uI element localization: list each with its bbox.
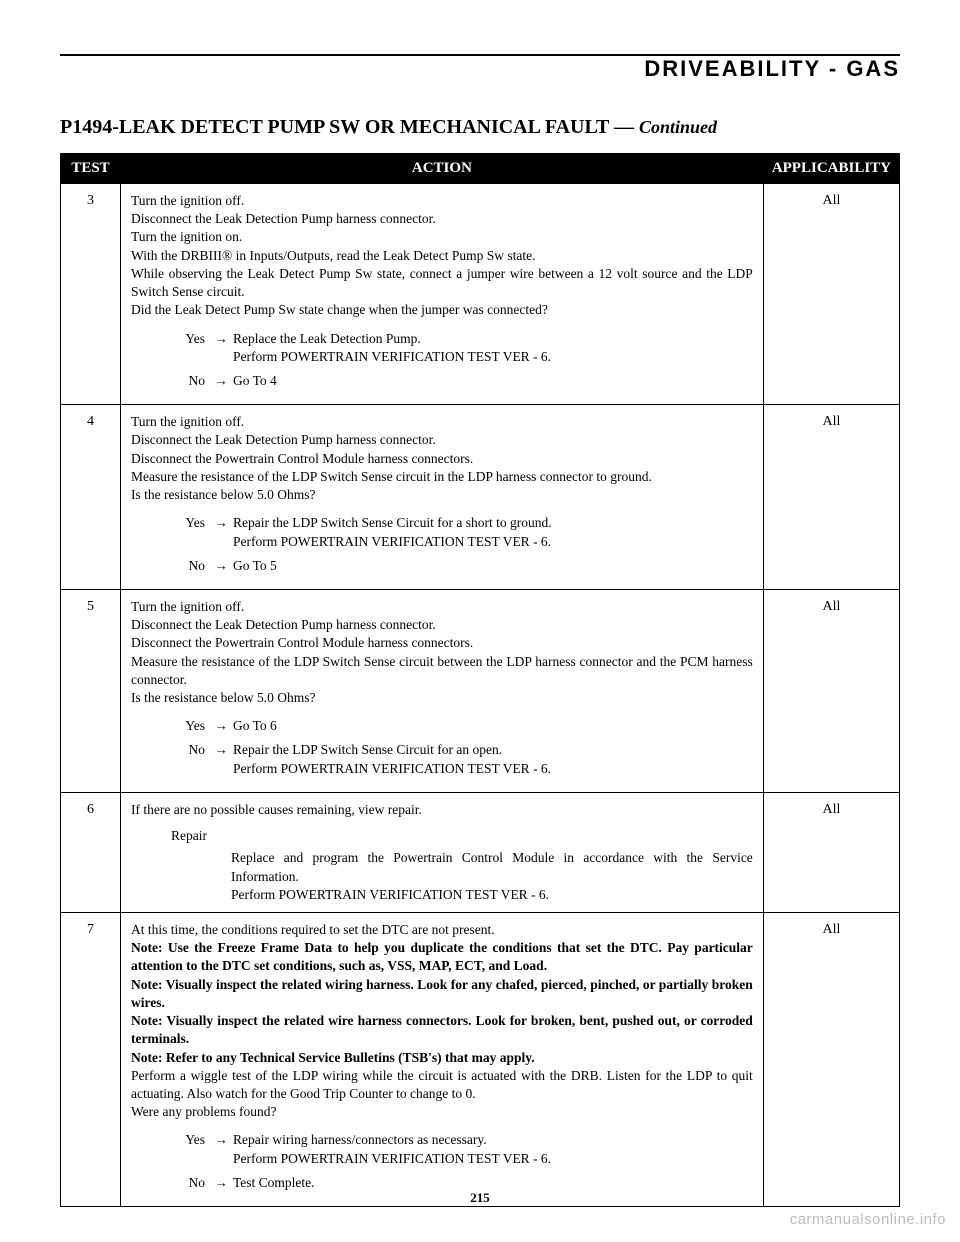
table-row-action: Turn the ignition off.Disconnect the Lea… — [121, 589, 764, 792]
table-row-test-num: 6 — [61, 792, 121, 912]
col-action: ACTION — [121, 154, 764, 184]
table-row-action: Turn the ignition off.Disconnect the Lea… — [121, 405, 764, 590]
page-number: 215 — [0, 1190, 960, 1206]
table-row-test-num: 4 — [61, 405, 121, 590]
table-row-test-num: 7 — [61, 913, 121, 1207]
table-row-applicability: All — [763, 589, 899, 792]
diagnostic-table: TEST ACTION APPLICABILITY 3Turn the igni… — [60, 153, 900, 1207]
table-row-applicability: All — [763, 913, 899, 1207]
table-row-action: At this time, the conditions required to… — [121, 913, 764, 1207]
table-row-test-num: 5 — [61, 589, 121, 792]
col-applicability: APPLICABILITY — [763, 154, 899, 184]
section-header: DRIVEABILITY - GAS — [60, 56, 900, 82]
watermark: carmanualsonline.info — [790, 1211, 946, 1228]
title-main: P1494-LEAK DETECT PUMP SW OR MECHANICAL … — [60, 116, 634, 138]
col-test: TEST — [61, 154, 121, 184]
table-row-applicability: All — [763, 405, 899, 590]
table-row-applicability: All — [763, 792, 899, 912]
table-row-test-num: 3 — [61, 184, 121, 405]
table-row-applicability: All — [763, 184, 899, 405]
table-row-action: Turn the ignition off.Disconnect the Lea… — [121, 184, 764, 405]
page-title: P1494-LEAK DETECT PUMP SW OR MECHANICAL … — [60, 116, 900, 139]
title-continued: Continued — [639, 117, 717, 137]
table-row-action: If there are no possible causes remainin… — [121, 792, 764, 912]
